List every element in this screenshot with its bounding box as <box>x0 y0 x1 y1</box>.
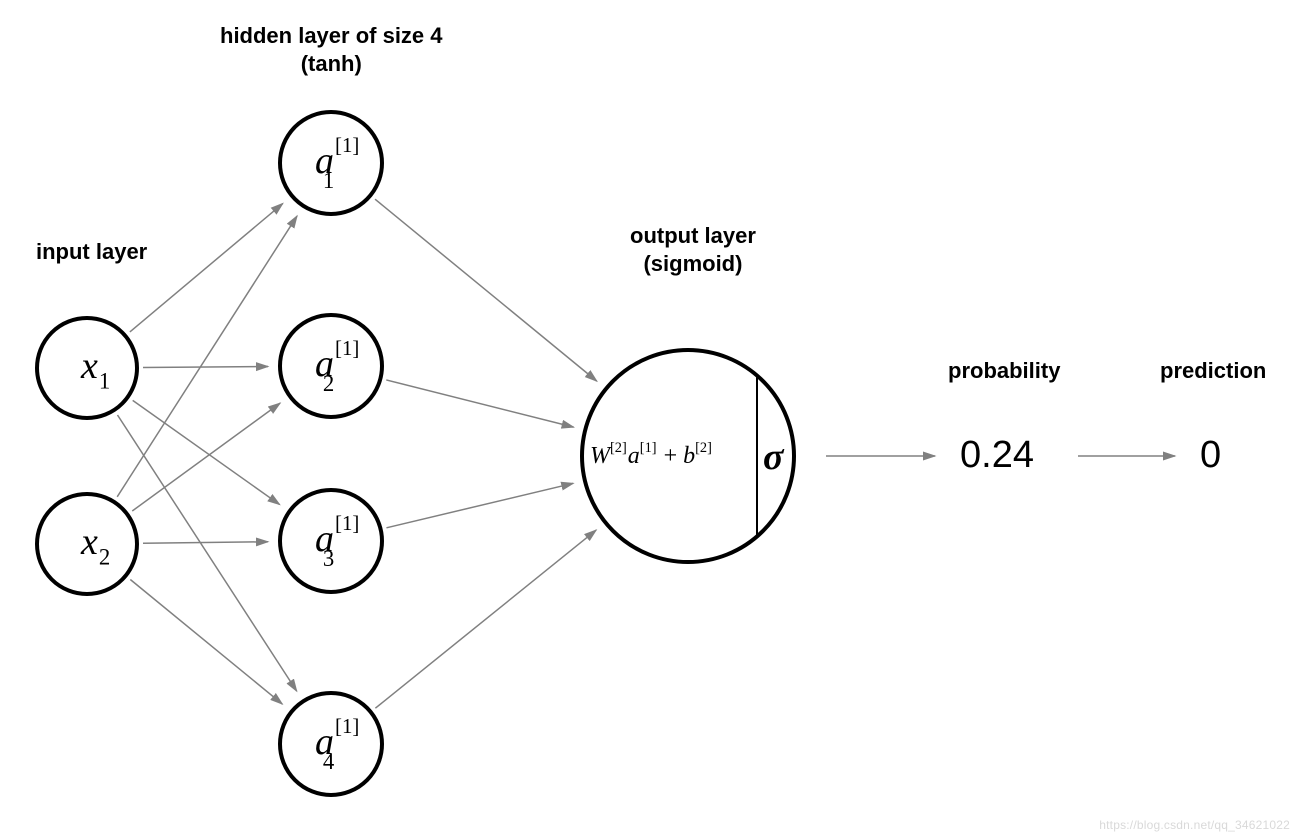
edge <box>130 204 283 332</box>
probability-label-text: probability <box>948 358 1060 383</box>
edge <box>132 403 280 511</box>
edge <box>386 380 573 427</box>
edge <box>375 530 596 708</box>
output-layer-label-line2: (sigmoid) <box>643 251 742 276</box>
prediction-value-text: 0 <box>1200 434 1221 476</box>
nn-diagram-svg: x1x2a[1]1a[1]2a[1]3a[1]4W[2]a[1] + b[2]σ <box>0 0 1298 838</box>
edge <box>133 400 280 504</box>
edge <box>386 483 573 527</box>
edge <box>143 367 268 368</box>
input-layer-label: input layer <box>36 238 147 266</box>
edge <box>143 542 268 544</box>
prediction-value: 0 <box>1200 434 1221 477</box>
probability-value: 0.24 <box>960 434 1034 477</box>
output-layer-label: output layer (sigmoid) <box>630 222 756 277</box>
watermark-text: https://blog.csdn.net/qq_34621022 <box>1099 818 1290 832</box>
watermark: https://blog.csdn.net/qq_34621022 <box>1099 818 1290 832</box>
probability-label: probability <box>948 358 1060 384</box>
nodes-group: x1x2a[1]1a[1]2a[1]3a[1]4W[2]a[1] + b[2]σ <box>37 112 794 795</box>
prediction-label-text: prediction <box>1160 358 1266 383</box>
hidden-layer-label-line1: hidden layer of size 4 <box>220 23 443 48</box>
input-layer-label-text: input layer <box>36 239 147 264</box>
edge <box>375 199 597 381</box>
probability-value-text: 0.24 <box>960 434 1034 476</box>
hidden-layer-label: hidden layer of size 4 (tanh) <box>220 22 443 77</box>
output-layer-label-line1: output layer <box>630 223 756 248</box>
hidden-layer-label-line2: (tanh) <box>301 51 362 76</box>
output-node-sigma: σ <box>763 436 785 478</box>
edge <box>130 579 282 704</box>
prediction-label: prediction <box>1160 358 1266 384</box>
